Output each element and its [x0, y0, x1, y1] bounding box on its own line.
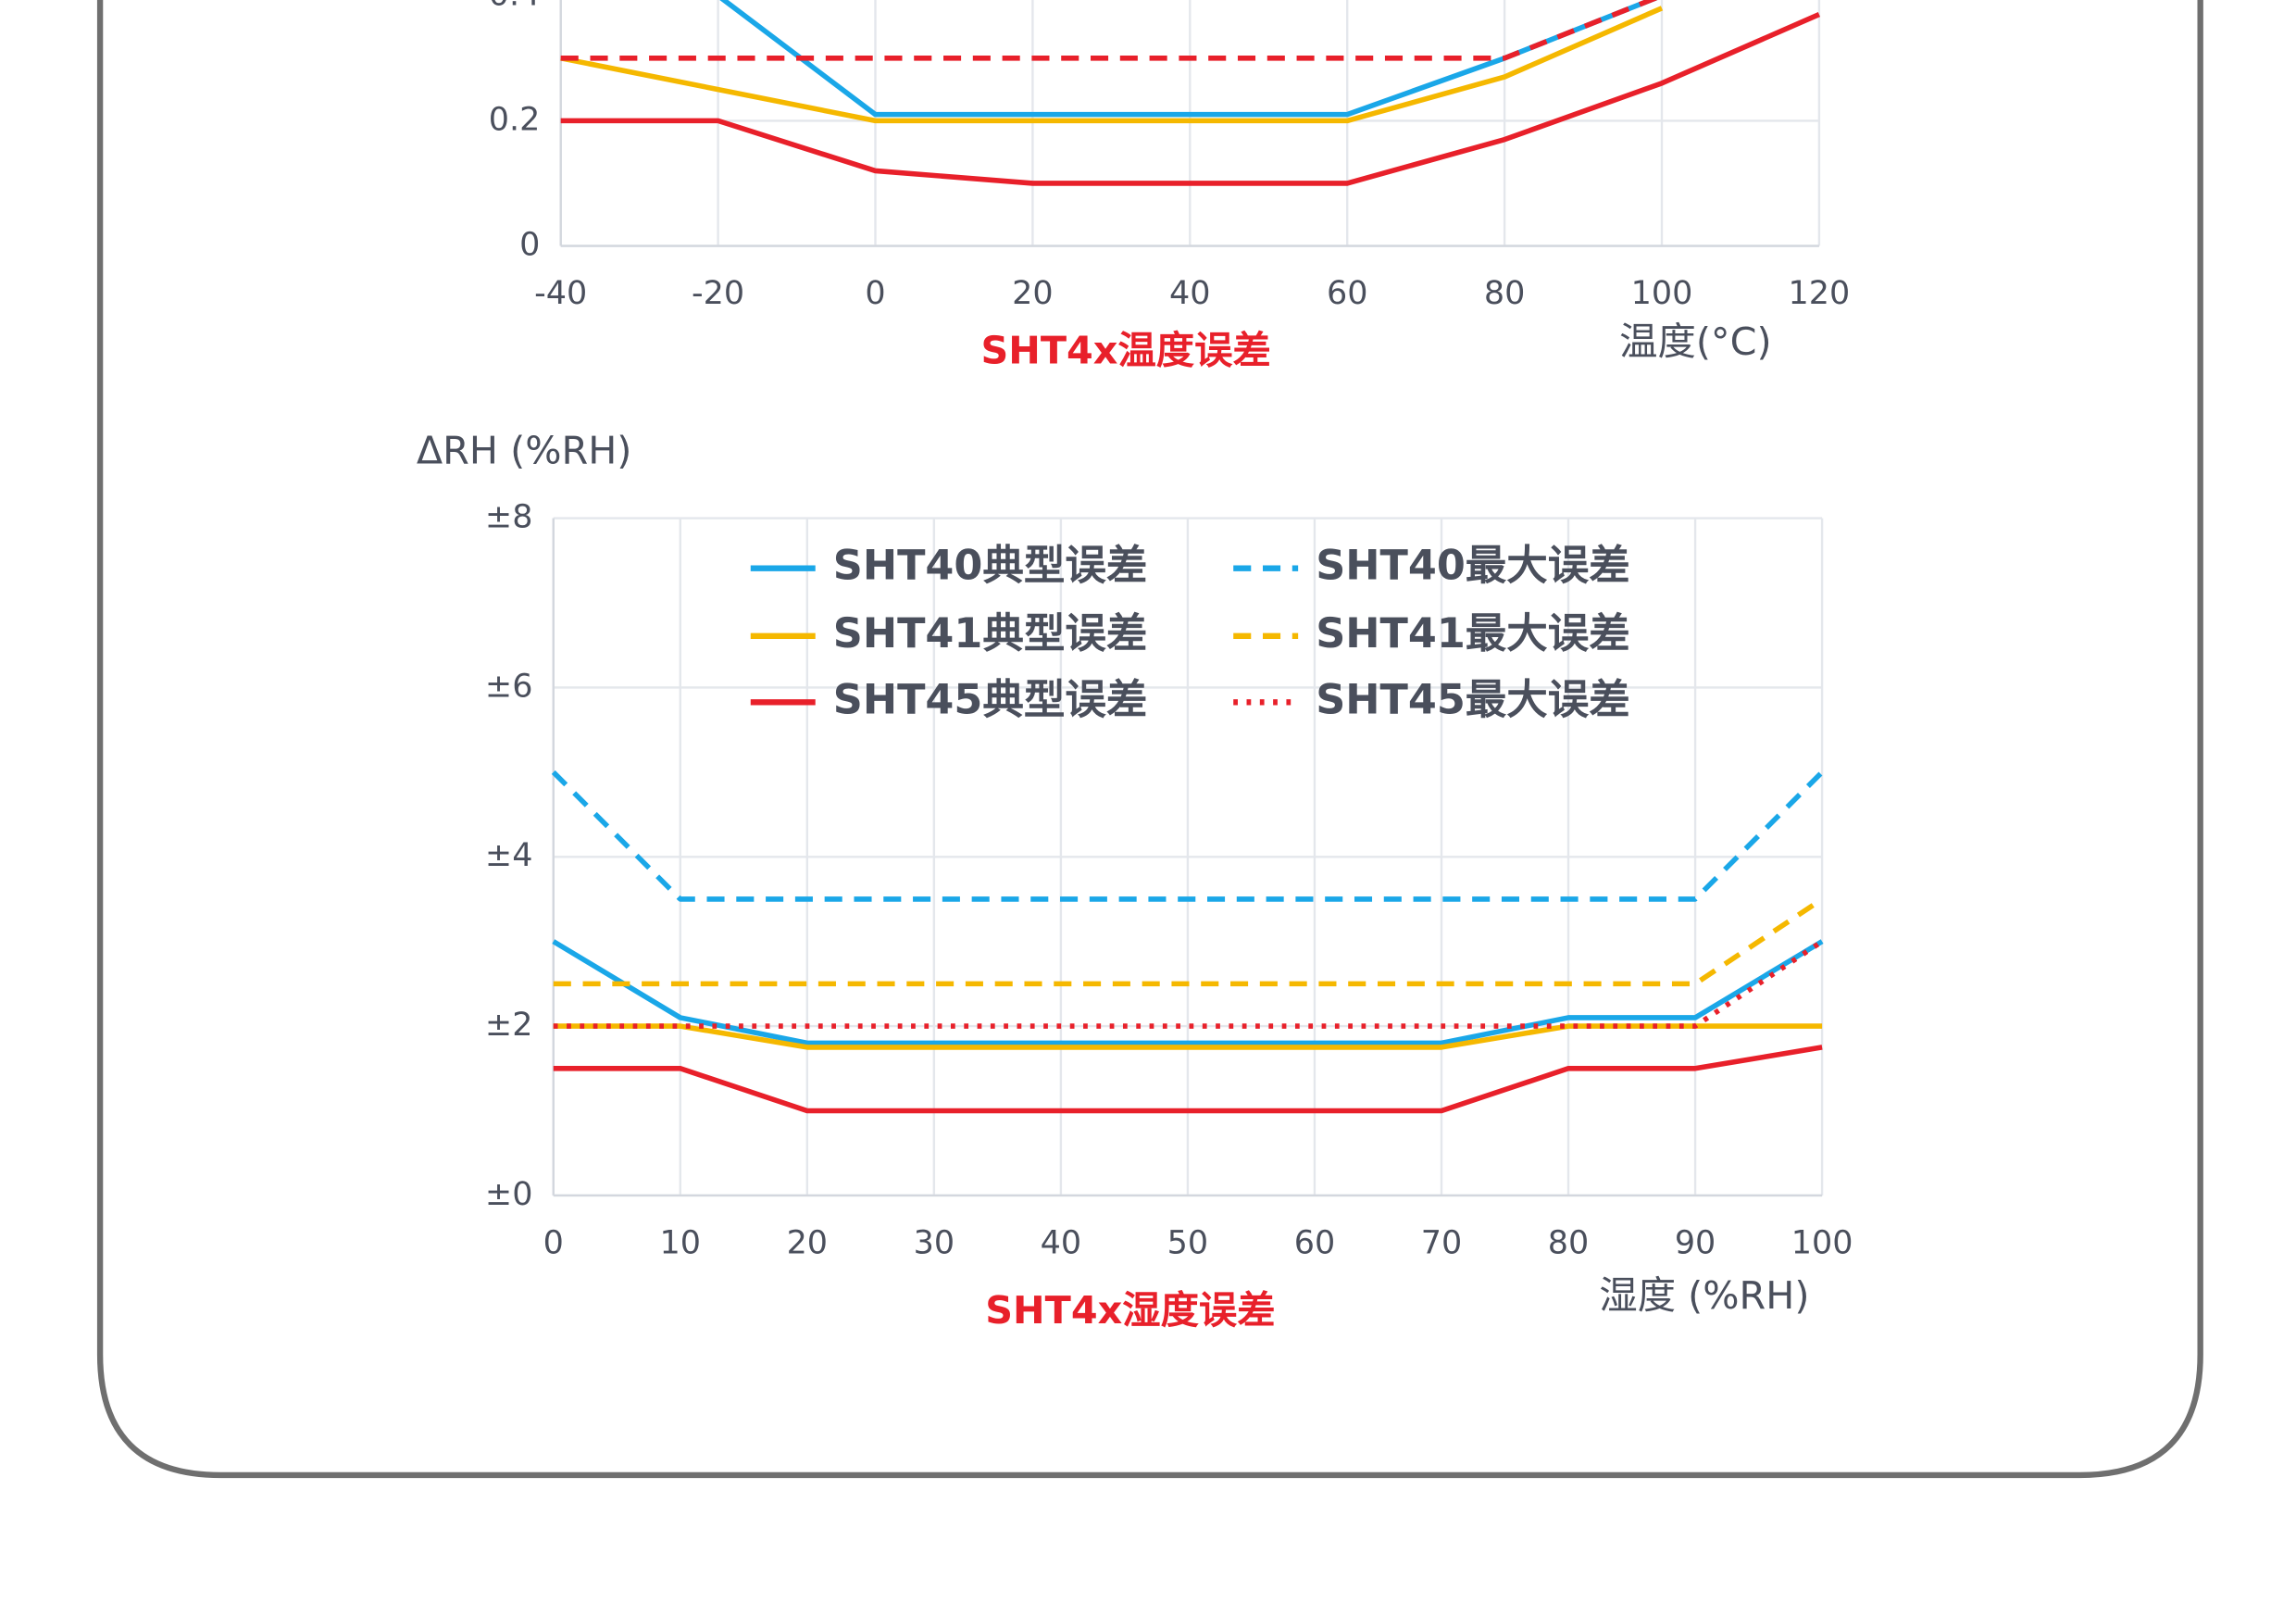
- x-tick-label: 0: [865, 275, 885, 312]
- x-tick-label: 90: [1675, 1224, 1716, 1261]
- x-tick-label: 60: [1294, 1224, 1336, 1261]
- series-line: [552, 939, 1824, 1046]
- card-border: [96, 0, 2203, 1479]
- y-tick-label: 0.2: [489, 101, 541, 138]
- y-tick-label: 0.4: [489, 0, 541, 13]
- series-line: [560, 11, 1821, 186]
- y-tick-label: ±6: [485, 668, 533, 705]
- chart-title: SHT4x湿度误差: [985, 1288, 1275, 1333]
- legend-label: SHT40典型误差: [833, 543, 1148, 590]
- series-line: [553, 1023, 1823, 1050]
- x-tick-label: 60: [1327, 275, 1368, 312]
- x-tick-label: 70: [1421, 1224, 1463, 1261]
- x-tick-label: 100: [1791, 1224, 1853, 1261]
- x-axis-label: 温度(°C): [1619, 319, 1771, 364]
- x-tick-label: 40: [1041, 1224, 1082, 1261]
- y-tick-label: ±0: [485, 1176, 533, 1213]
- x-tick-label: 20: [1012, 275, 1054, 312]
- legend-label: SHT45最大误差: [1316, 676, 1630, 723]
- x-tick-label: 40: [1169, 275, 1211, 312]
- series-line: [553, 896, 1824, 987]
- legend-label: SHT45典型误差: [833, 676, 1148, 723]
- x-tick-label: 20: [787, 1224, 829, 1261]
- series-line: [560, 0, 1658, 61]
- y-tick-label: ±4: [485, 837, 533, 874]
- chart-title: SHT4x温度误差: [981, 329, 1271, 373]
- y-tick-label: ±2: [485, 1007, 533, 1044]
- x-tick-label: -40: [534, 275, 587, 312]
- y-axis-label: ΔRH (%RH): [417, 429, 632, 473]
- y-tick-label: 0: [519, 227, 540, 264]
- x-tick-label: 50: [1167, 1224, 1209, 1261]
- x-tick-label: 30: [914, 1224, 955, 1261]
- x-axis-label: 湿度 (%RH): [1599, 1273, 1809, 1318]
- y-tick-label: ±8: [485, 499, 533, 536]
- legend-label: SHT41典型误差: [833, 610, 1148, 657]
- x-tick-label: 10: [660, 1224, 702, 1261]
- x-tick-label: 0: [543, 1224, 564, 1261]
- x-tick-label: 80: [1484, 275, 1526, 312]
- legend-label: SHT41最大误差: [1316, 610, 1630, 657]
- series-line: [551, 770, 1825, 902]
- series-line: [560, 6, 1664, 124]
- legend-label: SHT40最大误差: [1316, 543, 1630, 590]
- x-tick-label: -20: [692, 275, 744, 312]
- x-tick-label: 120: [1789, 275, 1851, 312]
- x-tick-label: 80: [1548, 1224, 1590, 1261]
- series-line: [553, 1045, 1823, 1114]
- x-tick-label: 100: [1631, 275, 1693, 312]
